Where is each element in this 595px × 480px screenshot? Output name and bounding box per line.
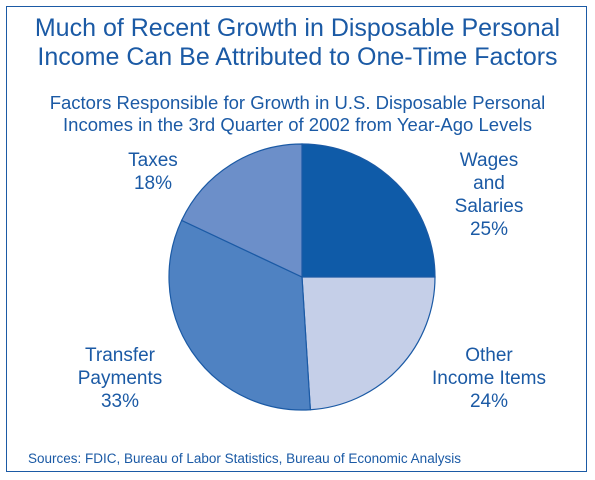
chart-subtitle-line-2: Incomes in the 3rd Quarter of 2002 from … xyxy=(63,114,532,135)
pie-slice-transfer-payments xyxy=(168,219,311,411)
chart-title: Much of Recent Growth in Disposable Pers… xyxy=(0,14,595,72)
slice-label-wages-and-salaries: Wages and Salaries 25% xyxy=(438,149,540,241)
slice-label-taxes-line-1: Taxes xyxy=(128,150,178,171)
slice-value-transfer: 33% xyxy=(100,391,140,412)
chart-title-line-1: Much of Recent Growth in Disposable Pers… xyxy=(34,14,561,42)
chart-subtitle-line-1: Factors Responsible for Growth in U.S. D… xyxy=(49,92,546,113)
chart-source-note: Sources: FDIC, Bureau of Labor Statistic… xyxy=(28,451,461,466)
slice-label-transfer-line-1: Transfer xyxy=(84,345,156,366)
slice-value-other: 24% xyxy=(469,391,509,412)
slice-value-wages: 25% xyxy=(469,219,509,240)
slice-label-transfer-payments: Transfer Payments 33% xyxy=(64,344,176,413)
chart-title-line-2: Income Can Be Attributed to One-Time Fac… xyxy=(37,43,558,71)
slice-label-wages-line-2: and xyxy=(473,173,505,194)
slice-value-taxes: 18% xyxy=(133,173,173,194)
slice-label-other-line-2: Income Items xyxy=(431,368,547,389)
pie-slice-wages-and-salaries xyxy=(301,143,436,278)
slice-label-wages-line-3: Salaries xyxy=(454,196,524,217)
pie-slice-other-income-items xyxy=(301,276,436,411)
slice-label-wages-line-1: Wages xyxy=(459,150,519,171)
slice-label-transfer-line-2: Payments xyxy=(77,368,163,389)
slice-label-taxes: Taxes 18% xyxy=(108,149,198,195)
slice-label-other-income-items: Other Income Items 24% xyxy=(418,344,560,413)
slice-label-other-line-1: Other xyxy=(465,345,513,366)
pie-slice-taxes xyxy=(180,143,303,278)
chart-subtitle: Factors Responsible for Growth in U.S. D… xyxy=(0,92,595,136)
